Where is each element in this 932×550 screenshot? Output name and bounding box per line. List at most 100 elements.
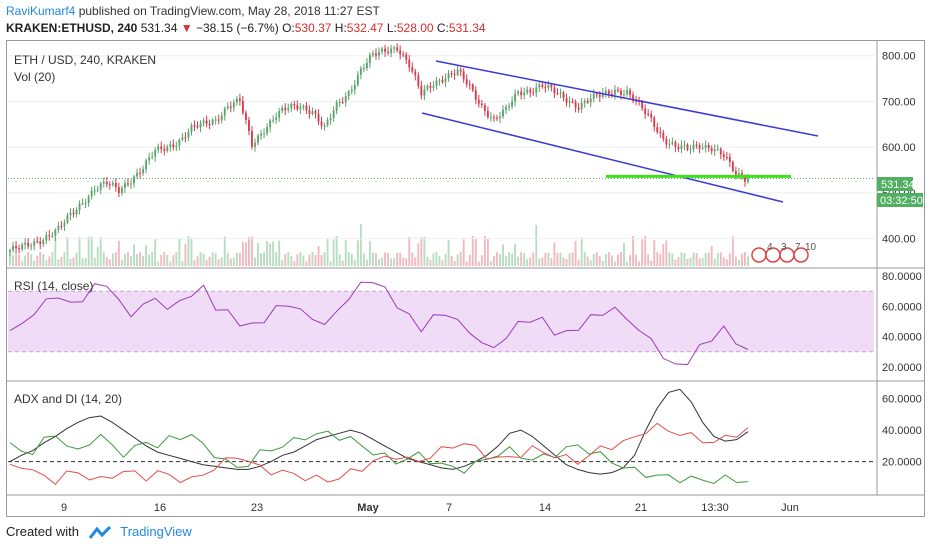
candle[interactable]: [408, 59, 411, 68]
candle[interactable]: [84, 203, 87, 205]
candle[interactable]: [405, 54, 408, 60]
candle[interactable]: [356, 74, 359, 85]
candle[interactable]: [18, 248, 21, 250]
candle[interactable]: [290, 104, 293, 109]
candle[interactable]: [102, 181, 105, 184]
candle[interactable]: [417, 75, 420, 86]
candle[interactable]: [595, 93, 598, 95]
candle[interactable]: [689, 149, 692, 151]
candle[interactable]: [51, 235, 54, 237]
candle[interactable]: [562, 92, 565, 98]
event-flags[interactable]: 4 3 7 10: [751, 242, 817, 263]
candle[interactable]: [136, 172, 138, 177]
candle[interactable]: [160, 146, 163, 150]
candle[interactable]: [151, 156, 154, 158]
candle[interactable]: [586, 101, 589, 103]
candle[interactable]: [87, 196, 90, 204]
candle[interactable]: [390, 48, 393, 54]
candle[interactable]: [157, 146, 160, 151]
candle[interactable]: [362, 68, 365, 70]
candle[interactable]: [483, 104, 486, 111]
candle[interactable]: [142, 169, 145, 174]
candle[interactable]: [272, 119, 275, 121]
candle[interactable]: [341, 101, 344, 103]
candle[interactable]: [347, 91, 350, 97]
candle[interactable]: [9, 250, 11, 252]
candle[interactable]: [435, 80, 438, 86]
candle[interactable]: [257, 135, 259, 143]
candle[interactable]: [378, 51, 380, 56]
candle[interactable]: [728, 157, 731, 162]
candle[interactable]: [710, 148, 713, 152]
candle[interactable]: [677, 146, 680, 150]
candle[interactable]: [15, 245, 17, 249]
channel-upper-line[interactable]: [435, 60, 819, 137]
candle[interactable]: [744, 176, 746, 182]
event-flag-icon[interactable]: [793, 247, 809, 263]
candle[interactable]: [583, 101, 586, 103]
candle[interactable]: [707, 145, 710, 149]
candle[interactable]: [665, 138, 668, 145]
candle[interactable]: [411, 67, 414, 72]
candle[interactable]: [538, 84, 541, 88]
candle[interactable]: [629, 90, 631, 95]
candle[interactable]: [635, 100, 638, 102]
candle[interactable]: [281, 107, 284, 112]
candle[interactable]: [607, 90, 610, 95]
candle[interactable]: [238, 98, 241, 101]
candle[interactable]: [577, 107, 580, 110]
candle[interactable]: [326, 119, 329, 126]
candle[interactable]: [734, 170, 737, 175]
candle[interactable]: [468, 84, 471, 86]
candle[interactable]: [399, 50, 402, 55]
candle[interactable]: [499, 116, 501, 119]
candle[interactable]: [120, 187, 123, 193]
candle[interactable]: [244, 112, 247, 120]
candle[interactable]: [117, 187, 120, 193]
event-flag-icon[interactable]: [751, 247, 767, 263]
candle[interactable]: [511, 101, 514, 107]
candle[interactable]: [72, 212, 75, 215]
candle[interactable]: [532, 92, 535, 94]
candle[interactable]: [668, 143, 671, 145]
candle[interactable]: [486, 110, 489, 118]
candle[interactable]: [127, 183, 129, 185]
candle[interactable]: [747, 178, 749, 182]
candle[interactable]: [474, 90, 477, 100]
candle[interactable]: [517, 91, 520, 94]
candle[interactable]: [656, 127, 659, 132]
candle[interactable]: [692, 144, 695, 150]
candle[interactable]: [559, 92, 562, 94]
candle[interactable]: [148, 157, 151, 161]
candle[interactable]: [741, 172, 743, 177]
candle[interactable]: [57, 225, 60, 230]
candle[interactable]: [166, 146, 169, 151]
candle[interactable]: [199, 122, 202, 128]
candle[interactable]: [620, 90, 622, 96]
candle[interactable]: [317, 113, 320, 122]
candle[interactable]: [480, 103, 483, 105]
candle[interactable]: [211, 119, 214, 125]
candle[interactable]: [447, 73, 450, 79]
candle[interactable]: [592, 93, 595, 99]
candle[interactable]: [63, 222, 66, 227]
candle[interactable]: [133, 176, 135, 184]
candle[interactable]: [260, 133, 262, 136]
candle[interactable]: [610, 94, 613, 96]
candle[interactable]: [81, 203, 84, 205]
candle[interactable]: [716, 149, 719, 151]
candle[interactable]: [402, 54, 405, 56]
candle[interactable]: [196, 126, 199, 128]
candle[interactable]: [344, 96, 347, 103]
candle[interactable]: [456, 69, 459, 75]
candle[interactable]: [335, 102, 338, 111]
candle[interactable]: [508, 106, 510, 108]
candle[interactable]: [725, 156, 728, 158]
candle[interactable]: [108, 184, 111, 186]
candle[interactable]: [438, 80, 441, 82]
candle[interactable]: [426, 85, 429, 90]
candle[interactable]: [514, 93, 517, 102]
candle[interactable]: [381, 48, 383, 52]
candle[interactable]: [145, 160, 148, 170]
candle[interactable]: [489, 117, 492, 119]
